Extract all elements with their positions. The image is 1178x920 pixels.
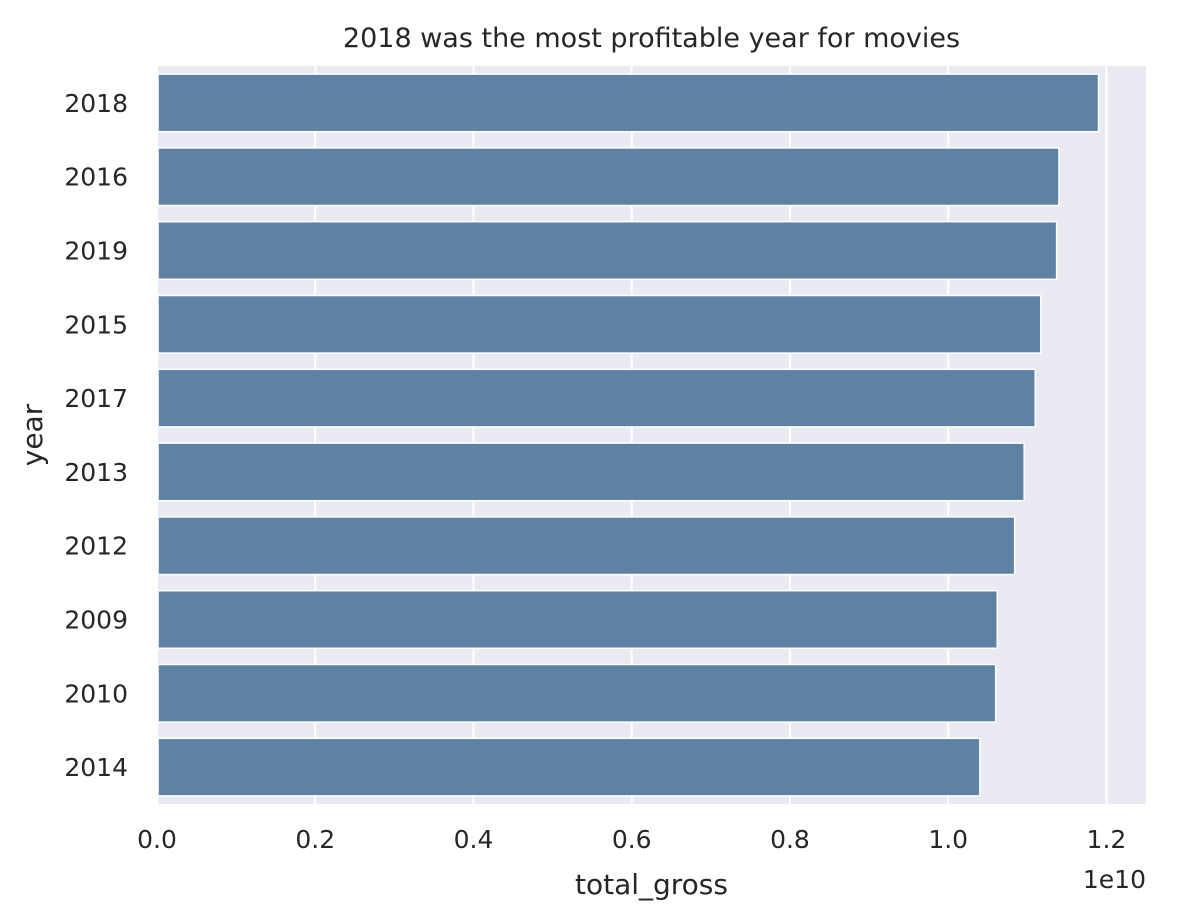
x-tick-label: 0.8 [770,825,810,854]
bar-2019 [157,220,1058,281]
y-axis-label: year [16,403,49,466]
bar-2012 [157,516,1016,576]
x-tick-labels: 0.0 0.2 0.4 0.6 0.8 1.0 1.2 [137,825,1126,854]
bar-2018 [157,73,1100,133]
x-tick-label: 0.6 [612,825,652,854]
chart-title: 2018 was the most profitable year for mo… [343,23,960,54]
y-tick-label: 2015 [64,310,128,339]
y-tick-label: 2019 [64,237,128,266]
y-tick-labels: 2018 2016 2019 2015 2017 2013 2012 2009 2010 2014 [64,89,128,782]
bar-2009 [157,589,999,650]
bars [157,73,1100,797]
y-tick-label: 2014 [64,753,128,782]
y-tick-label: 2013 [64,458,128,487]
x-tick-label: 1.2 [1087,825,1127,854]
y-tick-label: 2016 [64,163,128,192]
y-tick-label: 2009 [64,606,128,635]
y-tick-label: 2018 [64,89,128,118]
bar-2016 [157,147,1060,207]
x-axis-scale-label: 1e10 [1083,865,1146,894]
x-tick-label: 0.0 [137,825,177,854]
x-tick-label: 0.2 [295,825,335,854]
bar-2017 [157,368,1036,428]
x-tick-label: 0.4 [454,825,494,854]
y-tick-label: 2010 [64,679,128,708]
y-tick-label: 2017 [64,384,128,413]
x-tick-label: 1.0 [928,825,968,854]
bar-2014 [157,737,981,797]
bar-2010 [157,663,997,723]
x-axis-label: total_gross [575,868,728,901]
bar-2013 [157,442,1025,502]
bar-2015 [157,294,1042,354]
y-tick-label: 2012 [64,532,128,561]
